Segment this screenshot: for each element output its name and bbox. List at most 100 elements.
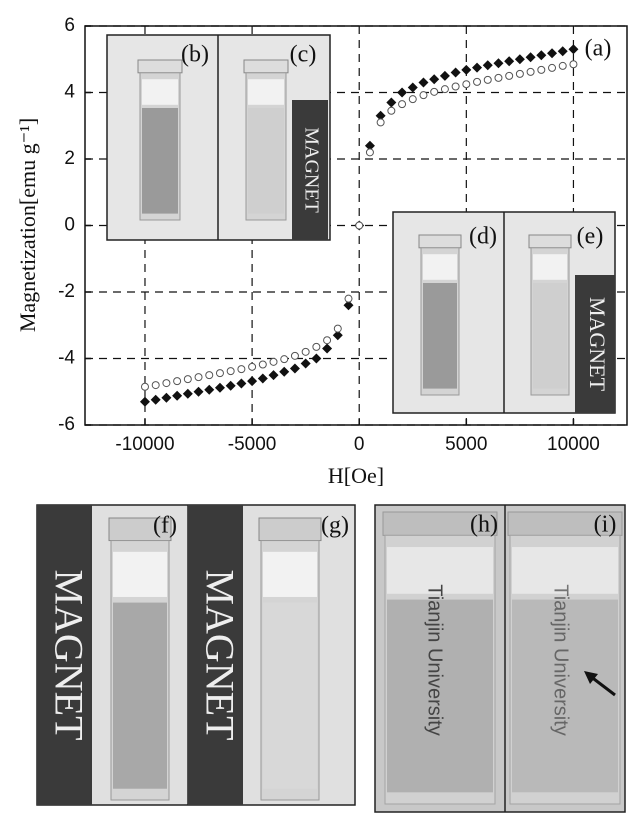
marker: [474, 78, 481, 85]
y-tick-label: 2: [64, 148, 75, 169]
marker: [399, 101, 406, 108]
vial-powder: [142, 79, 178, 105]
marker: [249, 363, 256, 370]
marker: [216, 370, 223, 377]
marker: [386, 97, 396, 107]
marker: [152, 382, 159, 389]
marker: [570, 61, 577, 68]
vial: [138, 60, 182, 220]
vial: [259, 518, 321, 800]
marker: [441, 86, 448, 93]
y-tick-label: -2: [58, 281, 75, 302]
y-tick-label: -6: [58, 414, 75, 435]
vial: [529, 235, 571, 395]
marker: [195, 374, 202, 381]
x-tick-label: 0: [354, 434, 365, 455]
marker: [558, 46, 568, 56]
vial-liquid: [113, 603, 167, 789]
marker: [356, 222, 363, 229]
marker: [301, 358, 311, 368]
marker: [538, 66, 545, 73]
marker: [194, 387, 204, 397]
y-tick-label: 4: [64, 82, 75, 103]
vial: [244, 60, 288, 220]
marker: [429, 74, 439, 84]
vial-powder: [533, 254, 567, 280]
vial-liquid: [248, 108, 284, 214]
marker: [388, 107, 395, 114]
marker: [484, 76, 491, 83]
marker: [495, 74, 502, 81]
vial-liquid: [263, 603, 317, 789]
marker: [247, 376, 257, 386]
marker: [527, 68, 534, 75]
marker: [183, 389, 193, 399]
x-tick-label: -10000: [115, 434, 174, 455]
label-text: Tianjin University: [550, 584, 572, 736]
magnet-text: MAGNET: [46, 569, 91, 740]
marker: [461, 65, 471, 75]
x-tick-label: -5000: [228, 434, 277, 455]
marker: [463, 81, 470, 88]
marker: [226, 381, 236, 391]
marker: [504, 56, 514, 66]
marker: [302, 348, 309, 355]
marker: [324, 337, 331, 344]
x-tick-label: 5000: [445, 434, 487, 455]
marker: [227, 368, 234, 375]
panel-label: (c): [290, 42, 317, 68]
marker: [440, 71, 450, 81]
panel-label: (d): [469, 224, 497, 250]
vial-cap: [244, 60, 288, 73]
marker: [172, 391, 182, 401]
marker: [259, 361, 266, 368]
marker: [451, 68, 461, 78]
panel-label: (g): [321, 513, 349, 539]
marker: [140, 397, 150, 407]
marker: [397, 88, 407, 98]
marker: [536, 50, 546, 60]
marker: [334, 325, 341, 332]
magnet-text: MAGNET: [197, 569, 242, 740]
marker: [184, 376, 191, 383]
marker: [420, 92, 427, 99]
marker: [204, 385, 214, 395]
y-tick-label: 0: [64, 215, 75, 236]
marker: [409, 96, 416, 103]
marker: [516, 70, 523, 77]
vial-powder: [248, 79, 284, 105]
marker: [236, 378, 246, 388]
panel-label: (f): [153, 513, 177, 539]
marker: [313, 343, 320, 350]
panel-label: (h): [470, 512, 498, 538]
x-tick-label: 10000: [547, 434, 600, 455]
marker: [418, 78, 428, 88]
panel-label: (i): [594, 512, 617, 538]
vial-cap: [419, 235, 461, 248]
marker: [366, 149, 373, 156]
marker: [290, 363, 300, 373]
y-tick-label: 6: [64, 15, 75, 36]
marker: [161, 393, 171, 403]
marker: [215, 383, 225, 393]
y-tick-label: -4: [58, 348, 75, 369]
vial-powder: [423, 254, 457, 280]
marker: [279, 367, 289, 377]
marker: [547, 48, 557, 58]
y-axis-label: Magnetization[emu g⁻¹]: [15, 118, 40, 332]
marker: [206, 372, 213, 379]
vial: [419, 235, 461, 395]
marker: [258, 373, 268, 383]
marker: [270, 358, 277, 365]
marker: [493, 58, 503, 68]
marker: [452, 83, 459, 90]
marker: [151, 395, 161, 405]
vial-liquid: [423, 283, 457, 389]
marker: [291, 352, 298, 359]
vial-cap: [138, 60, 182, 73]
marker: [431, 88, 438, 95]
marker: [568, 44, 578, 54]
magnet-text: MAGNET: [300, 127, 322, 213]
marker: [506, 72, 513, 79]
marker: [141, 383, 148, 390]
